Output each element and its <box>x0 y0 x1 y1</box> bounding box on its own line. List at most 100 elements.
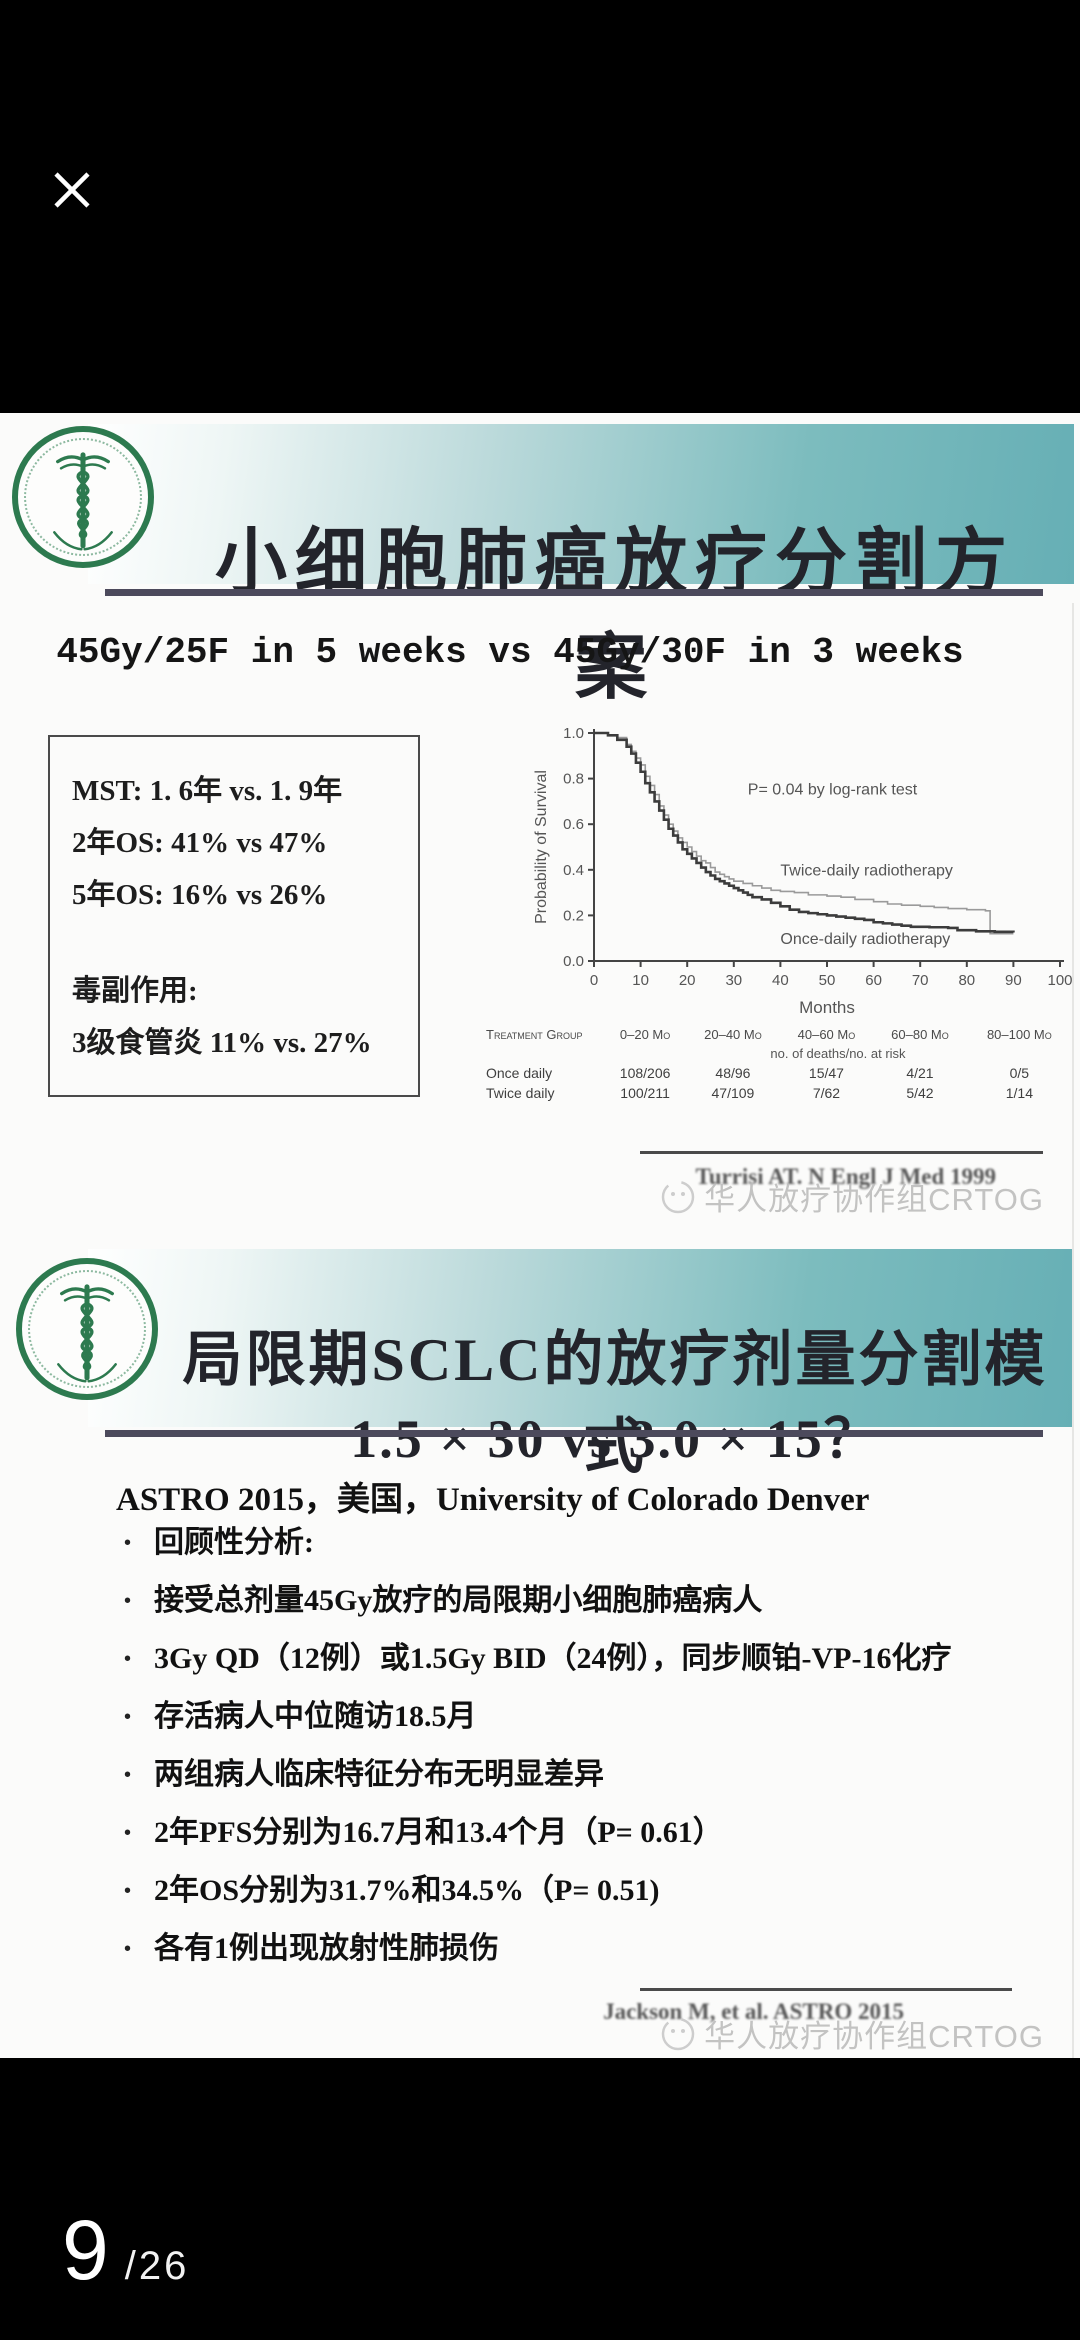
svg-text:0.2: 0.2 <box>563 907 584 924</box>
bullet-icon: • <box>124 1764 132 1786</box>
slide1-title-banner <box>88 424 1074 584</box>
svg-text:1.0: 1.0 <box>563 725 584 742</box>
svg-text:30: 30 <box>725 972 742 989</box>
list-item: • 接受总剂量45Gy放疗的局限期小细胞肺癌病人 <box>124 1583 1044 1619</box>
list-item: • 存活病人中位随访18.5月 <box>124 1699 1044 1735</box>
slide-sheet[interactable]: 小细胞肺癌放疗分割方案 45Gy/25F in 5 weeks vs 45Gy/… <box>0 413 1080 2058</box>
slide2-title-line1: 局限期SCLC的放疗剂量分割模式 <box>182 1327 1048 1481</box>
svg-text:60: 60 <box>865 972 882 989</box>
toxicity-line: 3级食管炎 11% vs. 27% <box>72 1027 372 1059</box>
bullet-icon: • <box>124 1590 132 1612</box>
list-item: • 2年PFS分别为16.7月和13.4个月（P= 0.61） <box>124 1815 1044 1851</box>
cell: 5/42 <box>906 1085 934 1101</box>
slide1-banner-underline <box>105 589 1043 596</box>
bullet-text: 2年OS分别为31.7%和34.5%（P= 0.51) <box>154 1874 660 1907</box>
bullet-text: 2年PFS分别为16.7月和13.4个月（P= 0.61） <box>154 1816 723 1849</box>
risk-col-0-20: 0–20 Mo <box>619 1027 671 1042</box>
risk-table-header-row: Treatment Group 0–20 Mo 20–40 Mo 40–60 M… <box>486 1025 1072 1044</box>
slide1-subtitle: 45Gy/25F in 5 weeks vs 45Gy/30F in 3 wee… <box>56 632 964 673</box>
svg-text:0: 0 <box>590 972 598 989</box>
risk-col-80-100: 80–100 Mo <box>986 1027 1052 1042</box>
cell: 47/109 <box>711 1085 755 1101</box>
bullet-text: 3Gy QD（12例）或1.5Gy BID（24例），同步顺铂-VP-16化疗 <box>154 1642 952 1675</box>
slide1-citation-row: Turrisi AT. N Engl J Med 1999 华人放疗协作组CRT… <box>444 1160 1044 1230</box>
svg-text:20: 20 <box>679 972 696 989</box>
svg-text:10: 10 <box>632 972 649 989</box>
cell: 1/14 <box>1005 1085 1033 1101</box>
svg-text:100: 100 <box>1047 972 1072 989</box>
next-page-edge <box>1072 603 1074 2058</box>
slide2-source-header: ASTRO 2015，美国，University of Colorado Den… <box>116 1482 870 1518</box>
watermark-text: 华人放疗协作组CRTOG <box>704 2019 1044 2054</box>
row-once-daily-label: Once daily <box>486 1065 553 1081</box>
svg-text:Probability of Survival: Probability of Survival <box>533 770 550 924</box>
slide1-citation-rule <box>640 1151 1043 1154</box>
stat-mst: MST: 1. 6年 vs. 1. 9年 <box>72 775 343 807</box>
hospital-logo-icon <box>12 426 154 568</box>
survival-curve-chart: 0.0 0.2 0.4 0.6 0.8 1.0 0 10 20 30 40 50 60 70 80 90 100… <box>533 725 1073 1017</box>
risk-col-60-80: 60–80 Mo <box>891 1027 949 1042</box>
bullet-icon: • <box>124 1706 132 1728</box>
svg-text:70: 70 <box>912 972 929 989</box>
cell: 100/211 <box>620 1085 670 1101</box>
risk-col-40-60: 40–60 Mo <box>797 1027 856 1042</box>
logo-seal-ring <box>28 1270 146 1388</box>
svg-text:80: 80 <box>958 972 975 989</box>
svg-text:0.6: 0.6 <box>563 816 584 833</box>
bullet-text: 回顾性分析: <box>154 1526 314 1559</box>
logo-seal-ring <box>24 438 142 556</box>
list-item: • 2年OS分别为31.7%和34.5%（P= 0.51) <box>124 1873 1044 1909</box>
bullet-text: 接受总剂量45Gy放疗的局限期小细胞肺癌病人 <box>154 1584 763 1617</box>
bullet-text: 存活病人中位随访18.5月 <box>154 1700 477 1733</box>
cell: 48/96 <box>715 1065 751 1081</box>
risk-col-20-40: 20–40 Mo <box>704 1027 762 1042</box>
list-item: • 两组病人临床特征分布无明显差异 <box>124 1757 1044 1793</box>
svg-text:P= 0.04 by log-rank test: P= 0.04 by log-rank test <box>748 782 918 799</box>
svg-text:Twice-daily radiotherapy: Twice-daily radiotherapy <box>780 863 953 880</box>
slide2-banner-underline <box>105 1430 1043 1437</box>
svg-text:0.0: 0.0 <box>563 953 584 970</box>
page-total: /26 <box>124 2244 190 2288</box>
bullet-icon: • <box>124 1822 132 1844</box>
slide2-title-banner <box>88 1249 1074 1427</box>
slide2-title-line2: 1.5 × 30 vs 3.0 × 15？ <box>350 1408 880 1469</box>
toxicity-title: 毒副作用: <box>72 975 198 1007</box>
stats-box: MST: 1. 6年 vs. 1. 9年 2年OS: 41% vs 47% 5年… <box>48 735 420 1097</box>
table-row: Once daily 108/206 48/96 15/47 4/21 0/5 <box>486 1063 1072 1083</box>
table-row: Twice daily 100/211 47/109 7/62 5/42 1/1… <box>486 1083 1072 1103</box>
slide2-citation-rule <box>640 1988 1012 1991</box>
svg-text:Once-daily radiotherapy: Once-daily radiotherapy <box>780 931 950 948</box>
list-item: • 3Gy QD（12例）或1.5Gy BID（24例），同步顺铂-VP-16化疗 <box>124 1641 1044 1677</box>
watermark-text: 华人放疗协作组CRTOG <box>704 1182 1044 1217</box>
risk-table-subheader-row: no. of deaths/no. at risk <box>486 1044 1072 1063</box>
bullet-icon: • <box>124 1938 132 1960</box>
slide1-citation: Turrisi AT. N Engl J Med 1999 <box>695 1164 996 1189</box>
svg-text:40: 40 <box>772 972 789 989</box>
stat-2yr-os: 2年OS: 41% vs 47% <box>72 827 328 859</box>
hospital-logo-icon <box>16 1258 158 1400</box>
slide2-bullet-list: • 回顾性分析: • 接受总剂量45Gy放疗的局限期小细胞肺癌病人 • 3Gy QD（… <box>124 1525 1044 1989</box>
bullet-icon: • <box>124 1648 132 1670</box>
slide2-citation-row: Jackson M, et al. ASTRO 2015 华人放疗协作组CRTO… <box>444 1997 1044 2067</box>
close-button[interactable] <box>44 162 100 218</box>
cell: 15/47 <box>808 1065 844 1081</box>
cell: 7/62 <box>812 1085 841 1101</box>
slide2-citation: Jackson M, et al. ASTRO 2015 <box>603 1999 904 2024</box>
bullet-text: 各有1例出现放射性肺损伤 <box>154 1932 499 1965</box>
risk-subheader: no. of deaths/no. at risk <box>770 1046 906 1061</box>
risk-col-group: Treatment Group <box>486 1027 583 1042</box>
row-twice-daily-label: Twice daily <box>486 1085 555 1101</box>
risk-table: Treatment Group 0–20 Mo 20–40 Mo 40–60 M… <box>486 1025 1072 1103</box>
stat-5yr-os: 5年OS: 16% vs 26% <box>72 879 328 911</box>
bullet-icon: • <box>124 1880 132 1902</box>
watermark-ghost-icon <box>661 2017 695 2050</box>
watermark-ghost-icon <box>661 1180 695 1213</box>
watermark: 华人放疗协作组CRTOG <box>658 1174 1044 1219</box>
svg-text:90: 90 <box>1005 972 1022 989</box>
page-current: 9 <box>62 2203 109 2297</box>
cell: 0/5 <box>1009 1065 1030 1081</box>
svg-text:0.8: 0.8 <box>563 771 584 788</box>
bullet-text: 两组病人临床特征分布无明显差异 <box>154 1758 604 1791</box>
slide1-title: 小细胞肺癌放疗分割方案 <box>214 523 1015 709</box>
